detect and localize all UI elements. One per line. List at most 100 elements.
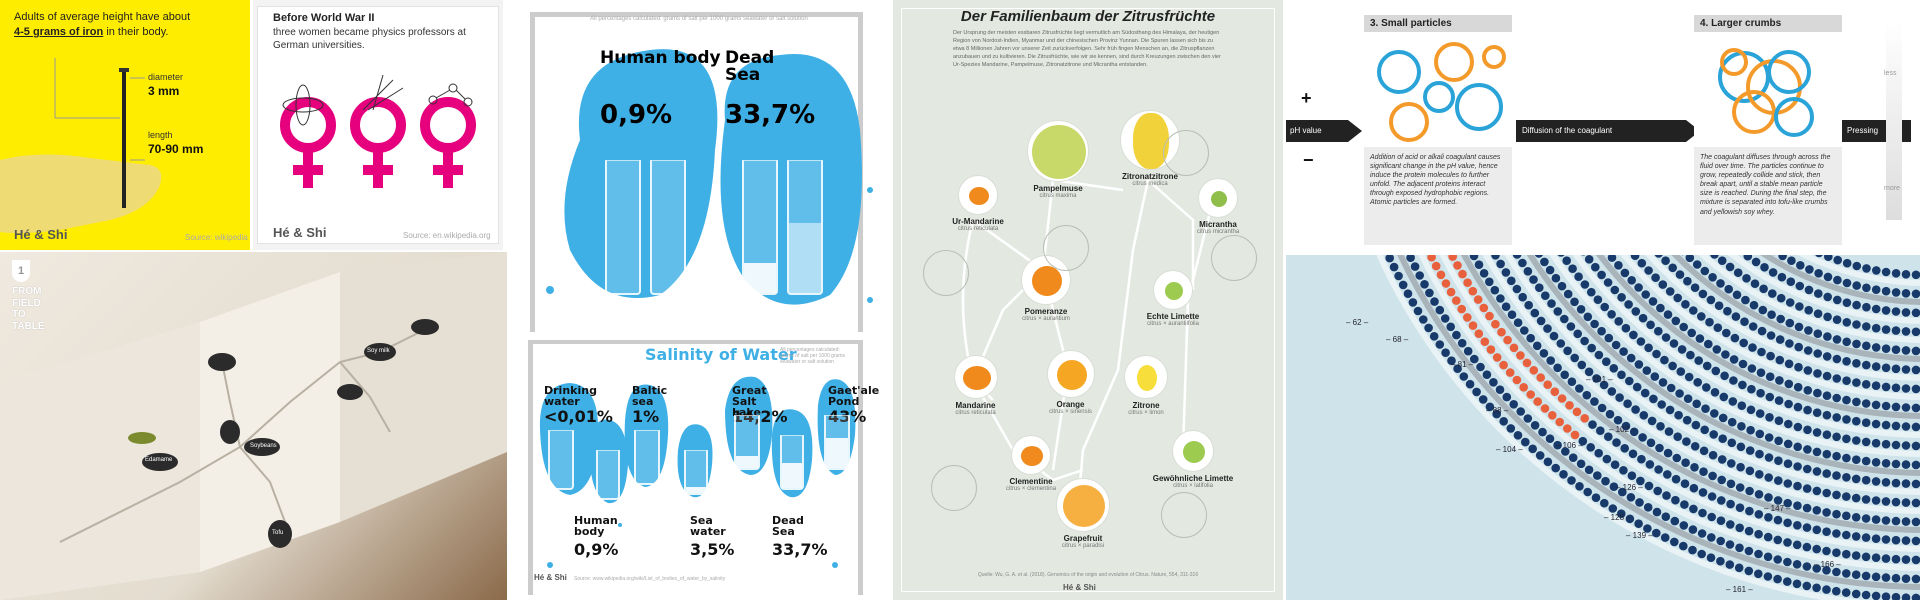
ring-dot (1832, 490, 1841, 500)
ring-dot (1812, 525, 1822, 535)
citrus-name: Pomeranze (1024, 307, 1068, 316)
ring-dot (1891, 307, 1901, 316)
ring-dot (1602, 357, 1611, 366)
ring-dot (1775, 355, 1785, 365)
ring-dot (1717, 256, 1727, 265)
ring-dot (1480, 337, 1490, 346)
ring-dot (1911, 574, 1920, 584)
step4-card: 4. Larger crumbs The coagulant diffuses … (1694, 15, 1842, 245)
glass-baltic (634, 430, 660, 485)
ring-dot (1557, 255, 1565, 257)
ring-dot (1521, 437, 1530, 447)
ring-dot (1683, 276, 1692, 286)
ring-dot (1557, 281, 1567, 291)
ring-dot (1677, 345, 1687, 354)
ring-dot (1842, 492, 1851, 501)
ring-dot (1516, 351, 1525, 360)
field-to-table-panel: 1 FROM FIELD TO TABLE Edamame Soybeans S… (0, 252, 507, 600)
ring-dot (1529, 366, 1539, 375)
ring-dot (1463, 346, 1473, 356)
ring-dot (1763, 552, 1773, 562)
ring-dot (1596, 426, 1605, 435)
ring-dot (1758, 305, 1768, 315)
ring-dot (1698, 289, 1708, 299)
ring-dot (1871, 323, 1881, 333)
ring-dot (1682, 415, 1692, 425)
ring-dot (1725, 560, 1735, 569)
ring-dot (1784, 359, 1794, 369)
ring-dot (1739, 338, 1748, 348)
ring-dot (1470, 354, 1479, 364)
ring-dot (1548, 411, 1557, 420)
ring-label-value: 147 (1770, 504, 1785, 513)
ring-dot (1842, 298, 1852, 307)
ring-dot (1547, 299, 1556, 308)
ring-dot (1832, 548, 1841, 557)
ring-dot (1832, 471, 1841, 480)
ring-dot (1559, 470, 1568, 479)
citrus-latin: citrus × aurantium (1022, 316, 1070, 322)
ring-dot (1911, 498, 1920, 508)
ring-dot (1794, 342, 1803, 352)
ring-dot (1911, 517, 1920, 527)
ring-dot (1871, 343, 1881, 352)
ring-dot (1674, 410, 1683, 420)
ring-dot (1604, 333, 1614, 343)
ring-dot (1641, 290, 1650, 299)
ring-dot (1861, 475, 1871, 485)
ring-dot (1629, 330, 1638, 340)
ring-dot (1653, 486, 1662, 496)
ring-dot (1832, 529, 1841, 538)
ring-dot (1634, 283, 1643, 292)
ring-dot (1832, 393, 1841, 403)
ring-dot (1610, 460, 1620, 469)
ring-dot (1723, 306, 1732, 316)
ring-dot (1692, 399, 1701, 409)
ring-dot (1802, 581, 1812, 591)
ring-dot (1671, 316, 1681, 326)
ring-dot (1650, 372, 1660, 381)
dead-sea-value: 33,7% (725, 100, 816, 130)
citrus-panel: Der Familienbaum der Zitrusfrüchte Der U… (893, 0, 1283, 600)
ring-dot (1672, 453, 1682, 463)
citrus-source: Quelle: Wu, G. A. et al. (2018). Genomic… (977, 572, 1199, 578)
ring-dot (1765, 413, 1774, 422)
ring-dot (1911, 403, 1920, 413)
ring-dot (1871, 438, 1881, 448)
minus-sign: − (1303, 150, 1314, 170)
ring-dot (1891, 269, 1901, 278)
ring-dot (1726, 520, 1735, 529)
salt-human-label: Human body (574, 514, 618, 538)
ring-dot (1832, 374, 1842, 383)
ring-dot (1716, 516, 1726, 525)
ring-dot (1901, 384, 1911, 393)
ring-dot (1911, 460, 1920, 470)
ring-dot (1842, 415, 1851, 424)
ring-dot (1688, 525, 1698, 534)
ring-dot (1503, 335, 1512, 345)
ring-dot (1778, 255, 1787, 261)
ring-dot (1638, 313, 1648, 323)
ring-dot (1842, 569, 1851, 578)
ring-dot (1492, 353, 1502, 362)
citrus-latin: citrus × sinensis (1049, 409, 1092, 415)
ring-dot (1881, 363, 1891, 373)
ring-dot (1425, 288, 1434, 298)
ring-dot (1526, 390, 1535, 399)
ring-dot (1476, 362, 1485, 372)
ring-dot (1717, 455, 1727, 464)
ring-dot (1812, 564, 1821, 573)
iron-headline-bold: 4-5 grams of iron (14, 25, 104, 38)
ring-dot (1734, 563, 1744, 573)
ring-dot (1658, 378, 1668, 387)
node-soybeans: Soybeans (250, 443, 277, 449)
ring-dot (1627, 276, 1636, 285)
ring-dot (1748, 343, 1757, 352)
ring-dot (1743, 255, 1753, 261)
ring-dot (1679, 541, 1688, 551)
ring-dot (1458, 269, 1467, 279)
ring-dot (1570, 297, 1579, 307)
ring-dot (1679, 322, 1688, 332)
glass-greatlake (734, 415, 760, 470)
ring-dot (1871, 285, 1881, 294)
